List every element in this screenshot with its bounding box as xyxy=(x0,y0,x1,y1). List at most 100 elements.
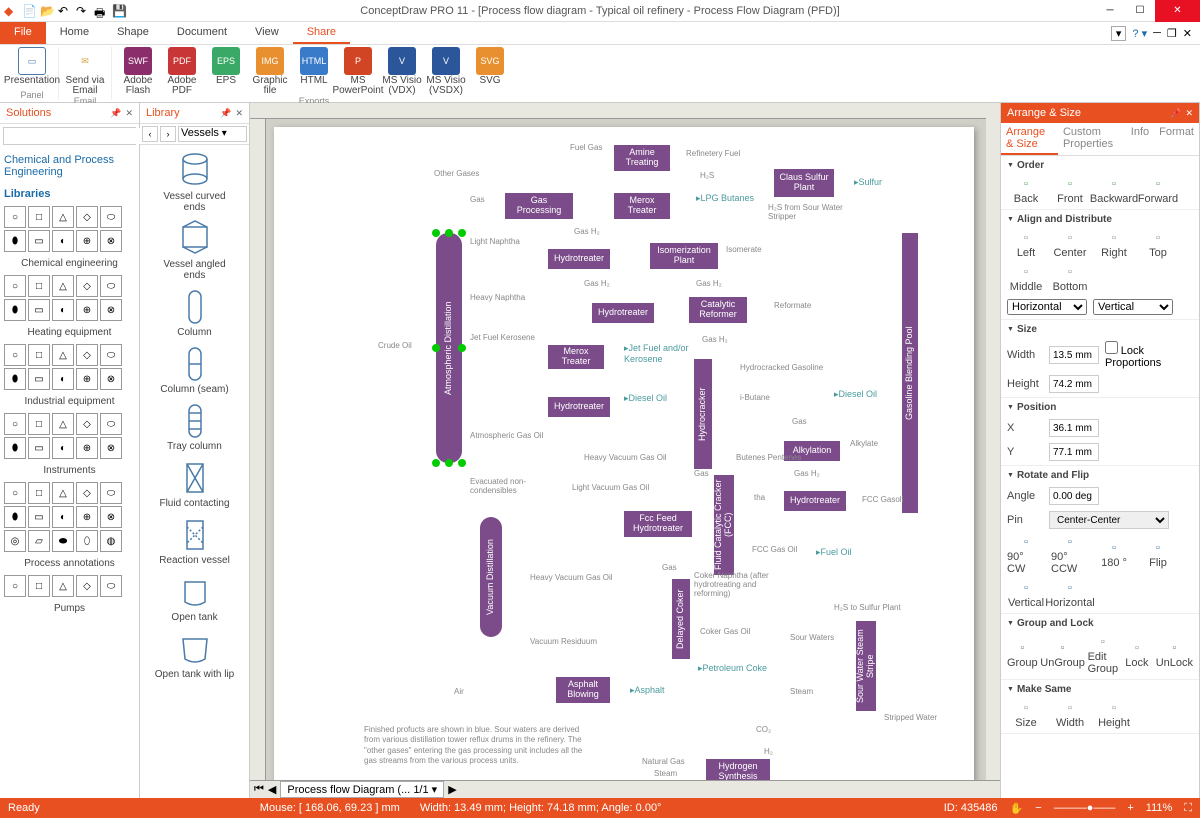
front-button[interactable]: ▫Front xyxy=(1051,177,1089,205)
shape-stencil[interactable]: ◇ xyxy=(76,275,98,297)
library-item[interactable]: Column (seam) xyxy=(150,342,240,397)
width-input[interactable] xyxy=(1049,346,1099,364)
new-icon[interactable]: 📄 xyxy=(22,4,36,18)
shape-stencil[interactable]: ⬭ xyxy=(100,482,122,504)
lock-button[interactable]: ▫Lock xyxy=(1124,641,1150,669)
zoom-in-button[interactable]: + xyxy=(1127,802,1133,814)
window-menu-icon[interactable]: ▾ xyxy=(1111,26,1127,41)
shape-stencil[interactable]: ▭ xyxy=(28,368,50,390)
pfd-process-box[interactable]: Hydrogen Synthesis xyxy=(706,759,770,780)
pfd-process-box[interactable]: Claus Sulfur Plant xyxy=(774,169,834,197)
shape-stencil[interactable]: △ xyxy=(52,413,74,435)
undo-icon[interactable]: ↶ xyxy=(58,4,72,18)
nav-fwd-button[interactable]: › xyxy=(160,126,176,142)
shape-stencil[interactable]: □ xyxy=(28,206,50,228)
pfd-process-box[interactable]: Catalytic Reformer xyxy=(689,297,747,323)
selection-handle[interactable] xyxy=(458,229,466,237)
pfd-process-box[interactable]: Merox Treater xyxy=(548,345,604,369)
tab-custom-props[interactable]: Custom Properties xyxy=(1058,123,1126,155)
zoom-out-button[interactable]: − xyxy=(1035,802,1041,814)
pfd-column[interactable]: Vacuum Distillation xyxy=(480,517,502,637)
shape-stencil[interactable]: ◐ xyxy=(52,230,74,252)
backward-button[interactable]: ▫Backward xyxy=(1095,177,1133,205)
pfd-process-box[interactable]: Asphalt Blowing xyxy=(556,677,610,703)
selection-handle[interactable] xyxy=(432,459,440,467)
shape-stencil[interactable]: ⬭ xyxy=(100,344,122,366)
canvas-tab[interactable]: Process flow Diagram (... 1/1 ▾ xyxy=(280,781,444,798)
shape-stencil[interactable]: ⬮ xyxy=(4,368,26,390)
maximize-button[interactable]: ☐ xyxy=(1125,0,1155,22)
print-icon[interactable]: 🖶 xyxy=(94,4,108,18)
tab-info[interactable]: Info xyxy=(1126,123,1154,155)
shape-stencil[interactable]: ◐ xyxy=(52,368,74,390)
pfd-process-box[interactable]: Merox Treater xyxy=(614,193,670,219)
size-button[interactable]: ▫Size xyxy=(1007,701,1045,729)
angle-input[interactable] xyxy=(1049,487,1099,505)
pfd-column[interactable]: Delayed Coker xyxy=(672,579,690,659)
shape-stencil[interactable]: ◇ xyxy=(76,206,98,228)
zoom-slider[interactable]: ———●—— xyxy=(1054,802,1116,814)
canvas[interactable]: Finished profucts are shown in blue. Sou… xyxy=(266,119,1000,780)
pfd-process-box[interactable]: Hydrotreater xyxy=(548,397,610,417)
shape-stencil[interactable]: ⬭ xyxy=(100,275,122,297)
library-item[interactable]: Reaction vessel xyxy=(150,513,240,568)
shape-stencil[interactable]: ◐ xyxy=(52,506,74,528)
export-ppt-button[interactable]: PMS PowerPoint xyxy=(338,47,378,96)
selection-handle[interactable] xyxy=(458,459,466,467)
unlock-button[interactable]: ▫UnLock xyxy=(1156,641,1193,669)
shape-stencil[interactable]: ▭ xyxy=(28,506,50,528)
shape-stencil[interactable]: ○ xyxy=(4,206,26,228)
pfd-process-box[interactable]: Hydrotreater xyxy=(592,303,654,323)
shape-stencil[interactable]: ⬬ xyxy=(52,530,74,552)
pfd-process-box[interactable]: Hydrotreater xyxy=(548,249,610,269)
shape-stencil[interactable]: △ xyxy=(52,206,74,228)
library-selector[interactable]: Vessels ▾ xyxy=(178,126,247,142)
library-item[interactable]: Tray column xyxy=(150,399,240,454)
export-vsdx-button[interactable]: VMS Visio (VSDX) xyxy=(426,47,466,96)
selection-handle[interactable] xyxy=(432,229,440,237)
middle-button[interactable]: ▫Middle xyxy=(1007,265,1045,293)
shape-stencil[interactable]: ▭ xyxy=(28,299,50,321)
shape-stencil[interactable]: ▭ xyxy=(28,230,50,252)
shape-stencil[interactable]: ⊕ xyxy=(76,368,98,390)
library-item[interactable]: Open tank with lip xyxy=(150,627,240,682)
90-ccw-button[interactable]: ▫90° CCW xyxy=(1051,535,1089,575)
scrollbar-vertical[interactable] xyxy=(986,119,1000,780)
shape-stencil[interactable]: ◍ xyxy=(100,530,122,552)
center-button[interactable]: ▫Center xyxy=(1051,231,1089,259)
shape-stencil[interactable]: ⊕ xyxy=(76,299,98,321)
pfd-column[interactable]: Gasoline Blending Pool xyxy=(902,233,918,513)
open-icon[interactable]: 📂 xyxy=(40,4,54,18)
save-icon[interactable]: 💾 xyxy=(112,4,126,18)
selection-handle[interactable] xyxy=(445,229,453,237)
distribute-h-select[interactable]: Horizontal xyxy=(1007,299,1087,315)
menu-file[interactable]: File xyxy=(0,22,46,44)
distribute-v-select[interactable]: Vertical xyxy=(1093,299,1173,315)
close-icon[interactable]: ✕ xyxy=(235,108,243,119)
menu-document[interactable]: Document xyxy=(163,22,241,44)
pfd-process-box[interactable]: Fcc Feed Hydrotreater xyxy=(624,511,692,537)
shape-stencil[interactable]: ⬮ xyxy=(4,299,26,321)
close-button[interactable]: ✕ xyxy=(1155,0,1200,22)
shape-stencil[interactable]: ○ xyxy=(4,413,26,435)
export-flash-button[interactable]: SWFAdobe Flash xyxy=(118,47,158,96)
shape-stencil[interactable]: ⬮ xyxy=(4,506,26,528)
lock-proportions-checkbox[interactable] xyxy=(1105,341,1118,354)
width-button[interactable]: ▫Width xyxy=(1051,701,1089,729)
shape-stencil[interactable]: ⬯ xyxy=(76,530,98,552)
shape-stencil[interactable]: ⬭ xyxy=(100,413,122,435)
export-eps-button[interactable]: EPSEPS xyxy=(206,47,246,96)
pin-icon[interactable]: 📌 xyxy=(1170,108,1181,119)
shape-stencil[interactable]: ⊕ xyxy=(76,230,98,252)
pfd-process-box[interactable]: Amine Treating xyxy=(614,145,670,171)
shape-stencil[interactable]: ⊗ xyxy=(100,299,122,321)
menu-shape[interactable]: Shape xyxy=(103,22,163,44)
pfd-process-box[interactable]: Gas Processing xyxy=(505,193,573,219)
tab-nav-prev[interactable]: ◀ xyxy=(268,783,276,796)
minimize-button[interactable]: ─ xyxy=(1095,0,1125,22)
shape-stencil[interactable]: △ xyxy=(52,344,74,366)
bottom-button[interactable]: ▫Bottom xyxy=(1051,265,1089,293)
page[interactable]: Finished profucts are shown in blue. Sou… xyxy=(274,127,974,780)
search-input[interactable] xyxy=(4,128,142,144)
min-doc-icon[interactable]: ─ xyxy=(1153,27,1161,39)
